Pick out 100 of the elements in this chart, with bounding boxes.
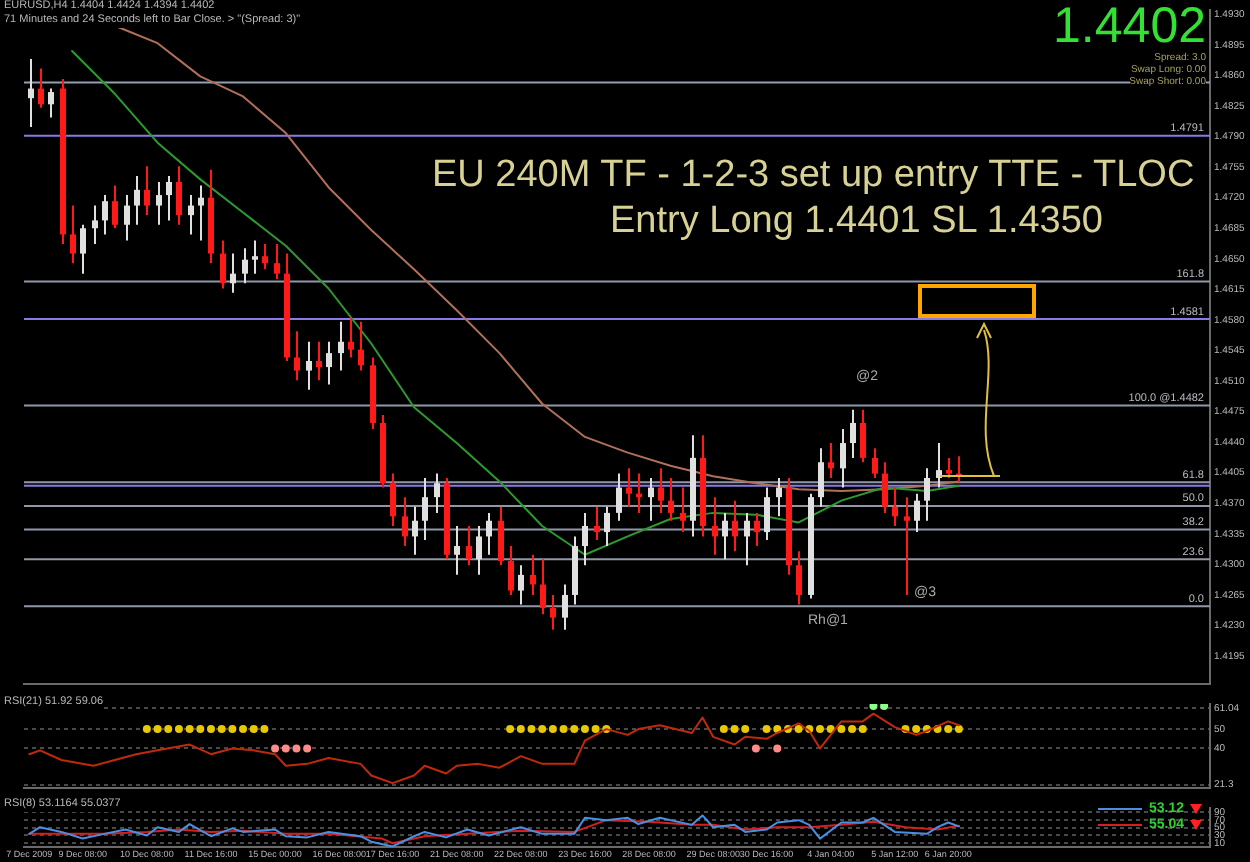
candlestick: [156, 180, 162, 226]
candlestick: [626, 467, 632, 508]
candlestick: [486, 511, 492, 556]
candlestick: [744, 511, 750, 567]
candlestick: [946, 456, 952, 479]
candlestick: [776, 476, 782, 518]
candlestick: [648, 476, 654, 522]
candlestick: [348, 317, 354, 359]
candlestick: [166, 174, 172, 222]
point: [527, 725, 536, 734]
candlestick: [306, 340, 312, 391]
candlestick: [860, 408, 866, 464]
candlestick: [92, 204, 98, 245]
candlestick: [80, 223, 86, 275]
point: [249, 725, 258, 734]
candlestick: [818, 447, 824, 508]
candlestick: [144, 165, 150, 217]
point: [719, 725, 728, 734]
point: [773, 744, 782, 753]
point: [954, 725, 963, 734]
candlestick: [242, 247, 248, 285]
point: [239, 725, 248, 734]
candlestick: [102, 194, 108, 236]
point: [848, 725, 857, 734]
text: Entry Long 1.4401 SL 1.4350: [610, 200, 1103, 242]
candlestick: [70, 204, 76, 265]
candlestick: [680, 486, 686, 534]
point: [228, 725, 237, 734]
candlestick: [274, 242, 280, 280]
annotation: 1.4402: [1053, 0, 1206, 54]
candlestick: [828, 442, 834, 479]
candlestick: [252, 239, 258, 275]
candlestick: [850, 408, 856, 459]
candlestick: [124, 194, 130, 242]
candlestick: [594, 505, 600, 541]
point: [794, 725, 803, 734]
candlestick: [796, 550, 802, 606]
candlestick: [230, 252, 236, 294]
candlestick: [892, 486, 898, 527]
candlestick: [616, 472, 622, 522]
candlestick: [134, 174, 140, 226]
point: [762, 725, 771, 734]
candlestick: [38, 67, 44, 109]
point: [570, 725, 579, 734]
candlestick: [476, 524, 482, 576]
candlestick: [402, 496, 408, 548]
point: [217, 725, 226, 734]
candlestick: [732, 499, 738, 553]
point: [580, 725, 589, 734]
candlestick: [562, 583, 568, 631]
point: [196, 725, 205, 734]
candlestick: [358, 320, 364, 372]
point: [271, 744, 280, 753]
candlestick: [882, 461, 888, 514]
candlestick: [422, 476, 428, 541]
candlestick: [924, 467, 930, 522]
candlestick: [326, 340, 332, 386]
point: [142, 725, 151, 734]
point: [773, 725, 782, 734]
point: [538, 725, 547, 734]
candlestick: [508, 545, 514, 596]
candlestick: [530, 553, 536, 596]
candlestick: [434, 472, 440, 514]
candlestick: [754, 511, 760, 548]
candlestick: [220, 239, 226, 290]
candlestick: [582, 511, 588, 567]
candlestick: [498, 505, 504, 567]
candlestick: [668, 476, 674, 522]
candlestick: [872, 447, 878, 479]
candlestick: [316, 340, 322, 382]
candlestick: [712, 496, 718, 556]
candlestick: [28, 57, 34, 128]
point: [869, 704, 878, 710]
point: [591, 725, 600, 734]
text: EU 240M TF - 1-2-3 set up entry TTE - TLOC: [432, 154, 1195, 196]
candlestick: [198, 184, 204, 242]
point: [292, 744, 301, 753]
point: [548, 725, 557, 734]
candlestick: [454, 524, 460, 576]
candlestick: [176, 165, 182, 226]
point: [153, 725, 162, 734]
candlestick: [294, 330, 300, 382]
candlestick: [518, 564, 524, 606]
point: [281, 744, 290, 753]
candlestick: [112, 184, 118, 230]
candlestick: [466, 524, 472, 567]
candlestick: [540, 558, 546, 616]
point: [816, 725, 825, 734]
point: [912, 725, 921, 734]
point: [174, 725, 183, 734]
point: [303, 744, 312, 753]
candlestick: [658, 467, 664, 514]
candlestick: [262, 242, 268, 271]
point: [506, 725, 515, 734]
candlestick: [764, 486, 770, 541]
point: [260, 725, 269, 734]
candlestick: [722, 511, 728, 561]
point: [559, 725, 568, 734]
point: [751, 744, 760, 753]
point: [858, 725, 867, 734]
